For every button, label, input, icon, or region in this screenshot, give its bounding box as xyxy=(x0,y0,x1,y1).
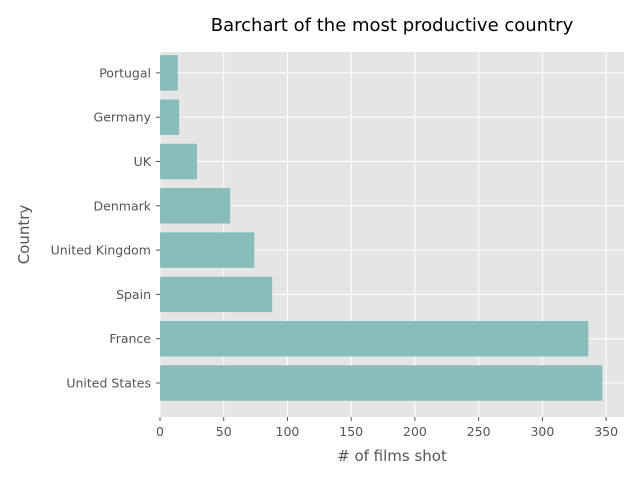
bars xyxy=(160,55,603,401)
y-tick-label: UK xyxy=(134,154,152,169)
x-tick-label: 100 xyxy=(276,424,300,439)
bar xyxy=(160,143,197,180)
y-tick-label: United Kingdom xyxy=(51,243,151,258)
x-tick-label: 150 xyxy=(339,424,363,439)
chart-title: Barchart of the most productive country xyxy=(211,15,574,36)
bar xyxy=(160,99,180,135)
bar xyxy=(160,320,589,357)
bar xyxy=(160,276,273,313)
y-tick-label: France xyxy=(109,331,151,346)
x-tick-label: 350 xyxy=(594,424,618,439)
y-tick-label: Denmark xyxy=(94,198,152,213)
x-axis-label: # of films shot xyxy=(337,447,447,465)
bar xyxy=(160,365,603,401)
x-tick-label: 250 xyxy=(467,424,491,439)
y-tick-label: Portugal xyxy=(99,65,151,80)
y-axis-label: Country xyxy=(15,205,33,265)
y-tick-label: Spain xyxy=(116,287,151,302)
x-tick-label: 200 xyxy=(403,424,427,439)
x-tick-label: 0 xyxy=(156,424,164,439)
y-tick-label: Germany xyxy=(94,110,152,125)
bar xyxy=(160,188,231,224)
y-tick-label: United States xyxy=(66,376,151,391)
bar xyxy=(160,55,178,91)
x-tick-label: 300 xyxy=(530,424,554,439)
bar xyxy=(160,232,255,268)
x-tick-label: 50 xyxy=(216,424,232,439)
y-axis-ticks: United States France Spain United Kingdom De… xyxy=(51,65,160,391)
x-axis-ticks: 0 50 100 150 200 250 300 350 xyxy=(156,417,618,439)
